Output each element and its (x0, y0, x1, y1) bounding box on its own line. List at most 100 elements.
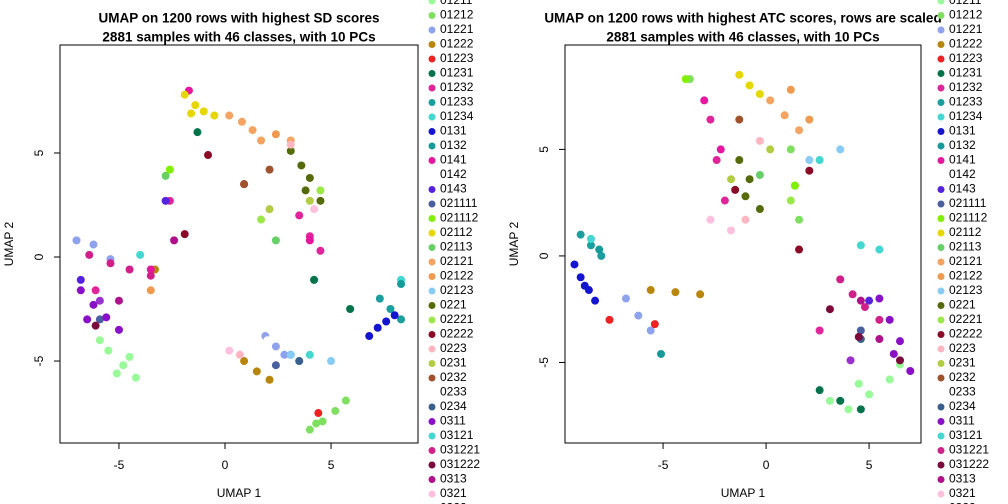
legend-label: 0232 (949, 370, 976, 384)
point (856, 405, 865, 414)
point (836, 396, 845, 405)
legend-marker (428, 186, 436, 193)
chart-title: UMAP on 1200 rows with highest ATC score… (544, 11, 941, 26)
point (805, 115, 814, 124)
legend-label: 02221 (949, 312, 983, 326)
point (146, 271, 155, 280)
point (885, 315, 894, 324)
point (72, 236, 81, 245)
legend-marker (428, 12, 436, 19)
point (576, 273, 585, 282)
x-axis-title: UMAP 1 (721, 486, 766, 500)
point (365, 332, 374, 341)
point (766, 96, 775, 105)
point (712, 156, 721, 165)
point (390, 311, 399, 320)
legend-label: 0141 (440, 153, 467, 167)
legend-marker (428, 287, 436, 295)
point (795, 126, 804, 135)
point (586, 234, 595, 243)
point (720, 196, 729, 205)
point (716, 145, 725, 154)
point (595, 245, 604, 254)
point (860, 303, 869, 312)
point (706, 215, 715, 224)
point (786, 85, 795, 94)
point (170, 236, 179, 245)
legend-marker (937, 331, 945, 338)
point (104, 346, 113, 355)
legend-marker (428, 476, 436, 483)
point (146, 286, 155, 295)
legend-label: 01211 (440, 0, 473, 7)
legend-marker (937, 244, 945, 251)
point (286, 350, 295, 359)
legend-marker (937, 113, 945, 121)
point (706, 115, 715, 124)
legend-marker (937, 345, 945, 353)
point (755, 90, 764, 99)
legend-marker (428, 345, 436, 353)
point (305, 425, 314, 434)
legend-marker (428, 418, 436, 425)
x-tick-label: 0 (222, 458, 229, 472)
point (199, 107, 208, 116)
legend-marker (937, 41, 945, 48)
point (252, 367, 261, 376)
point (191, 101, 200, 110)
point (83, 315, 92, 324)
legend-marker (428, 403, 436, 411)
point (240, 180, 249, 189)
point (271, 130, 280, 139)
legend-label: 01212 (949, 8, 983, 22)
point (895, 356, 904, 365)
legend-marker (937, 389, 945, 396)
legend-marker (937, 273, 945, 280)
legend-label: 0233 (949, 385, 976, 399)
point (727, 226, 736, 235)
point (316, 196, 325, 205)
legend-marker (937, 316, 945, 324)
legend-label: 01234 (949, 109, 983, 123)
point (815, 326, 824, 335)
point (373, 323, 382, 332)
point (605, 315, 614, 324)
legend-marker (428, 389, 436, 396)
y-tick-label: -5 (537, 357, 551, 368)
legend-label: 021112 (949, 211, 988, 225)
legend-label: 0143 (949, 182, 976, 196)
point (131, 373, 140, 382)
y-axis-title: UMAP 2 (507, 221, 521, 266)
point (836, 145, 845, 154)
legend-label: 021112 (440, 211, 479, 225)
legend-label: 01232 (440, 80, 474, 94)
point (772, 241, 781, 250)
point (316, 186, 325, 195)
point (136, 250, 145, 259)
legend-label: 0233 (440, 385, 467, 399)
legend-marker (428, 316, 436, 324)
legend-label: 0313 (949, 472, 976, 486)
legend-label: 0313 (440, 472, 467, 486)
point (805, 166, 814, 175)
legend-marker (937, 461, 945, 469)
point (125, 352, 134, 361)
point (597, 251, 606, 260)
point (885, 375, 894, 384)
legend-marker (428, 171, 436, 179)
point (210, 111, 219, 120)
legend-label: 031222 (949, 457, 989, 471)
point (906, 366, 915, 375)
legend-label: 021111 (949, 196, 987, 210)
point (790, 181, 799, 190)
point (780, 111, 789, 120)
point (735, 70, 744, 79)
point (314, 409, 323, 418)
legend-marker (937, 70, 945, 77)
y-tick-label: -5 (32, 355, 46, 366)
legend-marker (937, 26, 945, 34)
point (240, 357, 249, 366)
point (295, 357, 304, 366)
point (257, 136, 266, 145)
point (741, 192, 750, 201)
